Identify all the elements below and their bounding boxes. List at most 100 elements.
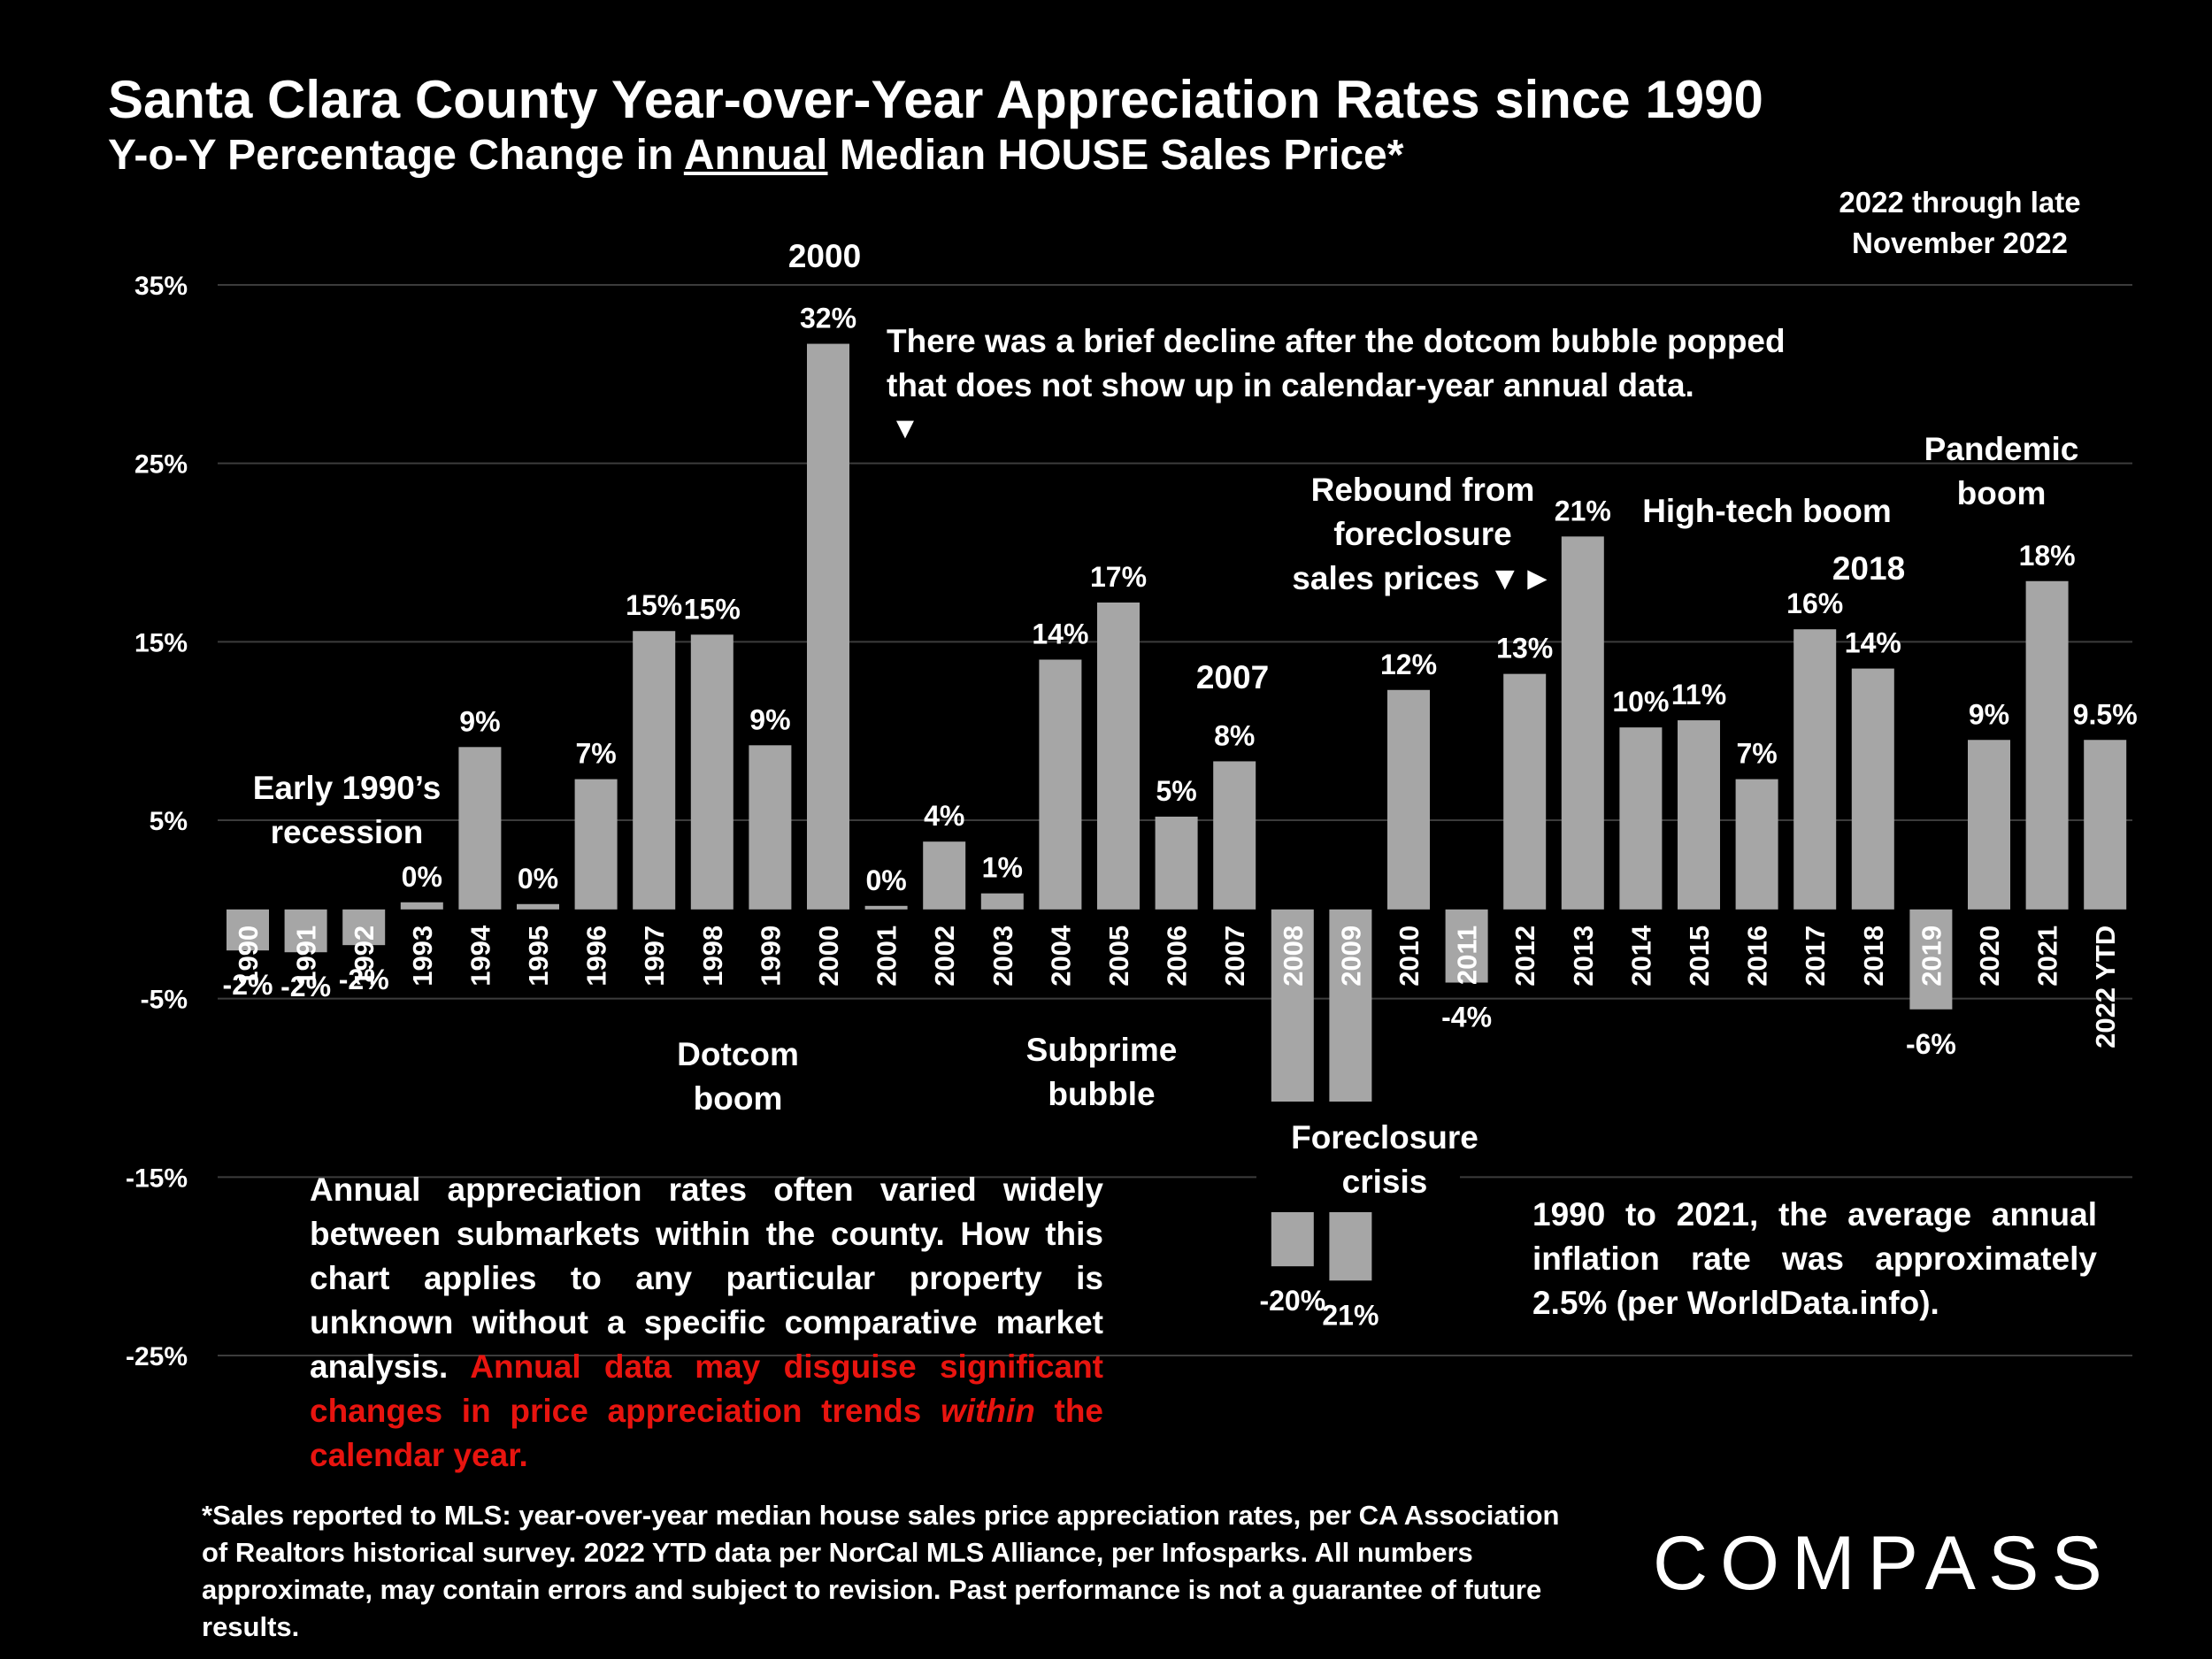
y-tick-label: -15% bbox=[126, 1164, 188, 1193]
bar bbox=[1039, 659, 1082, 910]
annotation-high-tech-boom: High-tech boom bbox=[1642, 493, 1892, 529]
category-label: 2004 bbox=[1045, 925, 1076, 987]
subtitle-part-2: Median HOUSE Sales Price* bbox=[827, 132, 1404, 179]
bar bbox=[227, 909, 269, 951]
category-label: 2015 bbox=[1684, 926, 1715, 987]
bar bbox=[1213, 761, 1256, 910]
category-label: 1994 bbox=[465, 925, 495, 987]
category-label: 2020 bbox=[1974, 926, 2005, 987]
subtitle-part-1: Y-o-Y Percentage Change in bbox=[108, 132, 684, 179]
category-label: 1990 bbox=[233, 926, 264, 987]
data-label: 7% bbox=[575, 738, 616, 770]
bar bbox=[980, 893, 1024, 910]
y-tick-label: 5% bbox=[150, 807, 188, 836]
bar bbox=[1097, 602, 1140, 910]
category-label: 2008 bbox=[1278, 926, 1309, 987]
bar bbox=[1445, 909, 1488, 983]
category-label: 2012 bbox=[1509, 926, 1540, 987]
bar bbox=[400, 902, 443, 910]
data-label: 4% bbox=[924, 800, 964, 832]
bar bbox=[749, 745, 792, 910]
bar bbox=[1968, 740, 2010, 910]
category-label: 2007 bbox=[1219, 926, 1250, 987]
annotation-pandemic-boom-line-2: boom bbox=[1957, 475, 2047, 511]
data-label: 10% bbox=[1612, 686, 1669, 718]
left-note-red-2: the calendar year. bbox=[310, 1393, 1103, 1473]
left-note-red-1: Annual data may disguise significant cha… bbox=[310, 1348, 1103, 1429]
category-label: 2021 bbox=[2032, 926, 2063, 987]
category-label: 2001 bbox=[872, 926, 902, 987]
data-label: 15% bbox=[626, 589, 682, 621]
category-label: 2018 bbox=[1858, 926, 1889, 987]
bar bbox=[1851, 668, 1894, 910]
bar bbox=[633, 631, 676, 910]
bar bbox=[284, 909, 327, 953]
bar bbox=[807, 343, 849, 910]
category-label: 2009 bbox=[1335, 926, 1366, 987]
annotation-recession-line-2: recession bbox=[271, 814, 424, 850]
left-note-red-italic: within bbox=[940, 1393, 1035, 1429]
data-label: 14% bbox=[1032, 618, 1088, 650]
data-label: 16% bbox=[1786, 588, 1843, 619]
down-arrow-icon: ▼ bbox=[890, 411, 920, 445]
data-label: 0% bbox=[402, 861, 442, 893]
compass-logo: COMPASS bbox=[1653, 1521, 2115, 1606]
data-label: -2% bbox=[280, 971, 331, 1002]
y-tick-label: 35% bbox=[134, 272, 188, 301]
category-label: 1996 bbox=[581, 926, 612, 987]
annotation-foreclosure-crisis-line-1: Foreclosure bbox=[1291, 1119, 1479, 1156]
category-label: 2002 bbox=[929, 926, 960, 987]
data-label: 12% bbox=[1380, 649, 1437, 680]
category-label: 2022 YTD bbox=[2090, 926, 2121, 1048]
annotation-year-2000: 2000 bbox=[788, 238, 861, 274]
bar bbox=[1735, 779, 1778, 910]
annotation-ytd-note-line-1: 2022 through late bbox=[1839, 186, 2080, 219]
data-label: 17% bbox=[1090, 561, 1147, 593]
category-label: 1993 bbox=[407, 926, 438, 987]
annotation-dotcom-boom-line-2: boom bbox=[694, 1080, 783, 1117]
data-label: 9% bbox=[459, 705, 500, 737]
bar bbox=[1387, 689, 1430, 910]
bar bbox=[1561, 536, 1604, 910]
data-label: 7% bbox=[1736, 738, 1777, 770]
data-label: 5% bbox=[1156, 775, 1196, 807]
bar bbox=[1909, 909, 1953, 1010]
category-label: 2010 bbox=[1394, 926, 1425, 987]
bar bbox=[923, 841, 966, 910]
data-label: 0% bbox=[518, 863, 558, 895]
data-label: 14% bbox=[1845, 627, 1901, 659]
data-label: -2% bbox=[223, 969, 273, 1001]
category-label: 1998 bbox=[697, 926, 728, 987]
category-label: 1997 bbox=[639, 926, 670, 987]
y-tick-label: -25% bbox=[126, 1342, 188, 1371]
data-label: 9% bbox=[749, 703, 790, 735]
data-label: 8% bbox=[1214, 719, 1255, 751]
annotation-pandemic-boom-line-1: Pandemic bbox=[1924, 431, 2079, 467]
data-label: -6% bbox=[1906, 1028, 1956, 1060]
bar bbox=[342, 909, 386, 946]
bar bbox=[458, 747, 502, 910]
category-label: 2013 bbox=[1568, 926, 1599, 987]
category-label: 2003 bbox=[987, 926, 1018, 987]
data-label: -20% bbox=[1259, 1285, 1325, 1317]
data-label: 21% bbox=[1322, 1299, 1379, 1331]
data-label: 1% bbox=[982, 852, 1023, 884]
annotation-dotcom-note-line-1: There was a brief decline after the dotc… bbox=[887, 323, 1786, 359]
data-label: 18% bbox=[2019, 540, 2076, 572]
category-label: 2016 bbox=[1742, 926, 1773, 987]
page-title: Santa Clara County Year-over-Year Apprec… bbox=[108, 70, 1763, 129]
foreclosure-label-background bbox=[1256, 1102, 1460, 1212]
annotation-year-2007: 2007 bbox=[1196, 659, 1269, 695]
bar bbox=[1503, 673, 1547, 910]
page-subtitle: Y-o-Y Percentage Change in Annual Median… bbox=[108, 131, 1403, 180]
data-label: 15% bbox=[684, 593, 741, 625]
data-label: -2% bbox=[339, 964, 389, 995]
category-label: 2005 bbox=[1103, 926, 1134, 987]
y-tick-label: 25% bbox=[134, 450, 188, 480]
category-label: 1999 bbox=[755, 926, 786, 987]
category-label: 2006 bbox=[1162, 926, 1193, 987]
annotation-rebound-line-3: sales prices ▼► bbox=[1292, 560, 1553, 596]
annotation-dotcom-boom-line-1: Dotcom bbox=[677, 1036, 799, 1072]
annotation-subprime-bubble-line-2: bubble bbox=[1048, 1076, 1155, 1112]
